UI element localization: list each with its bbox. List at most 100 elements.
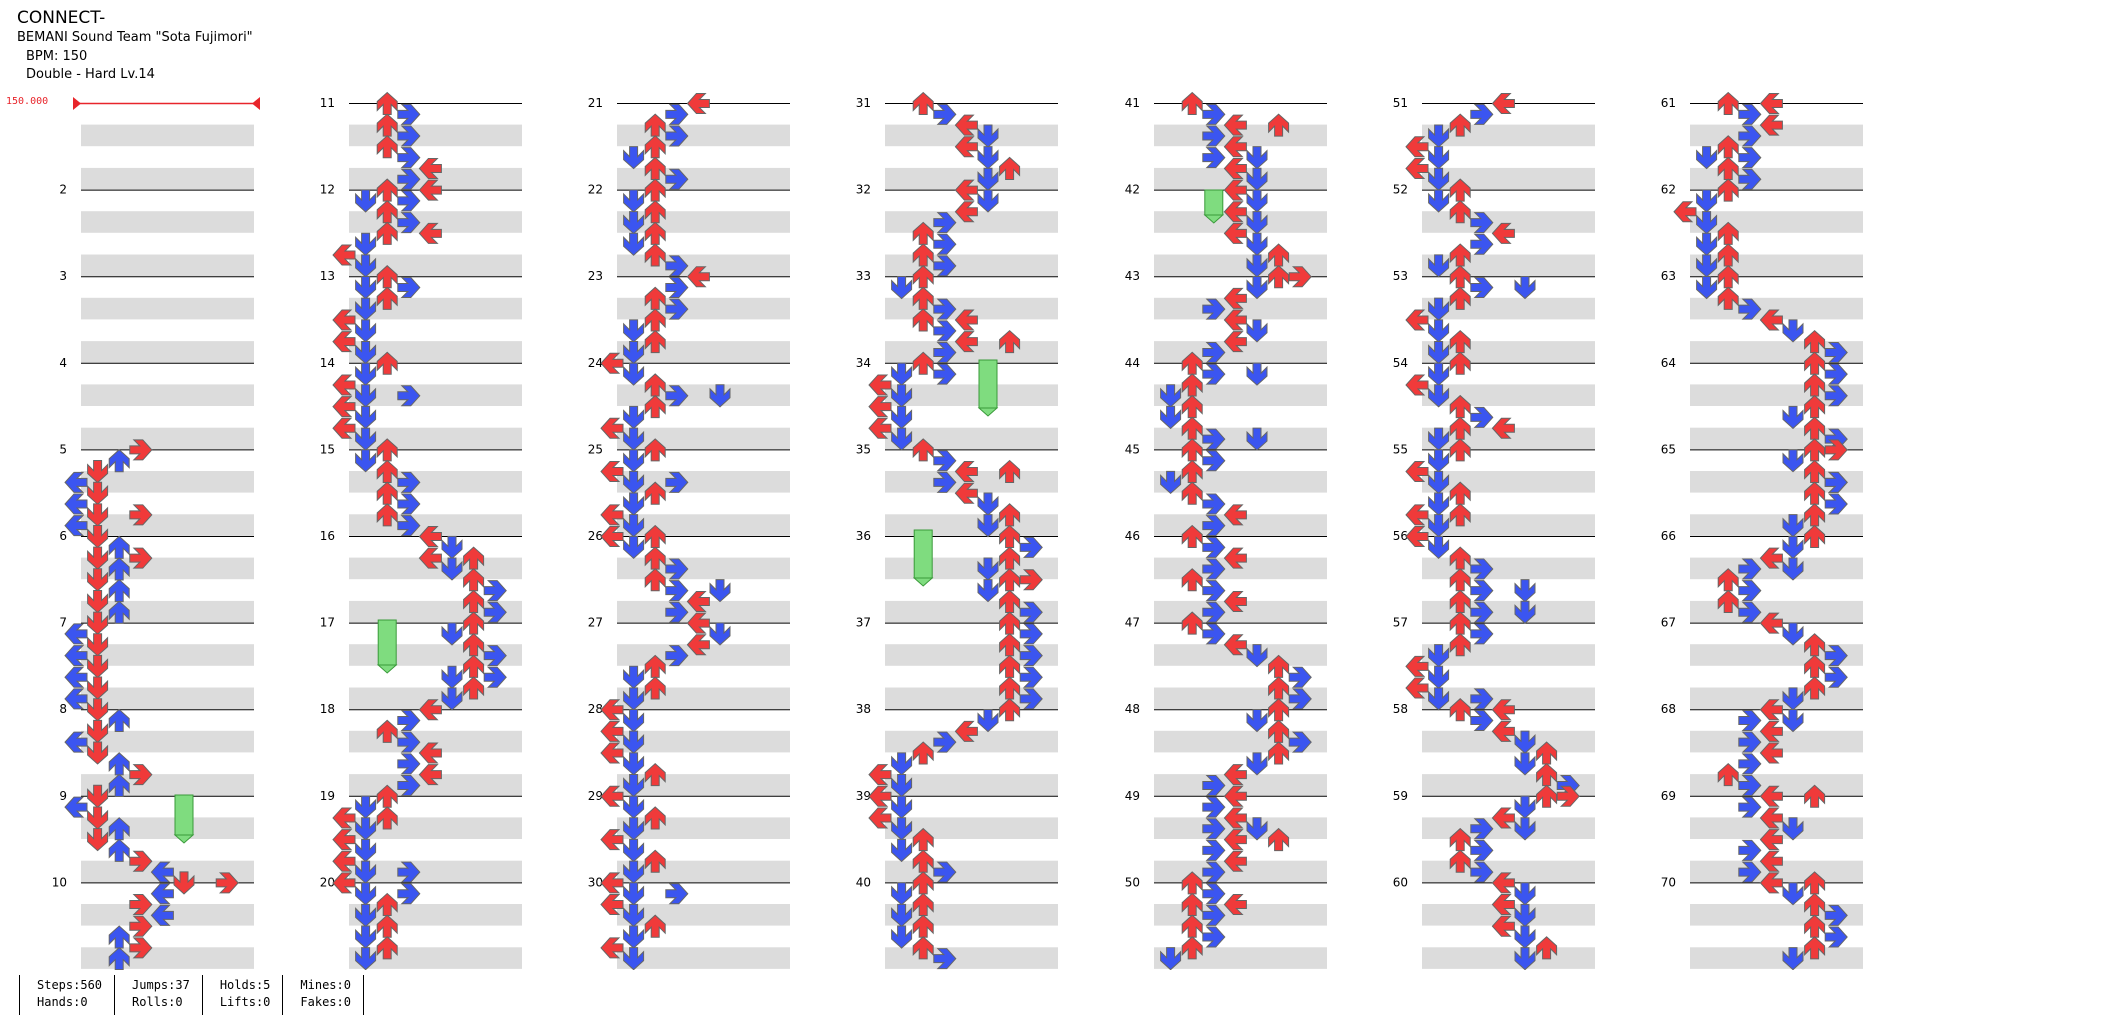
step-arrow [1804,654,1826,678]
stat-group-jumps: Jumps:37 Rolls:0 [114,975,202,1015]
step-arrow [1449,329,1471,354]
step-arrow [332,807,356,829]
measure-number: 44 [1125,356,1140,370]
measure-number: 55 [1393,442,1408,456]
step-arrow [397,212,421,234]
step-arrow [1268,243,1290,267]
beat-band [349,514,522,536]
step-arrow [1202,839,1226,861]
step-arrow [87,460,109,484]
beat-band [1422,557,1595,580]
step-arrow [64,688,88,710]
step-arrow [999,329,1021,354]
step-arrow [665,385,689,407]
measure-number: 14 [320,356,335,370]
measure-number: 24 [588,356,603,370]
step-arrow [1782,817,1804,841]
step-arrow [933,363,957,385]
measure-number: 61 [1661,96,1676,110]
step-arrow [376,91,398,115]
step-arrow [1202,883,1226,905]
step-arrow [376,459,398,484]
step-arrow [1738,125,1762,147]
step-arrow [623,882,645,906]
step-arrow [933,731,957,753]
step-arrow [1782,319,1804,343]
step-arrow [215,872,239,894]
beat-band [1690,167,1863,190]
step-arrow [1160,947,1182,970]
step-arrow [954,179,978,201]
step-arrow [332,417,356,439]
step-arrow [1202,774,1226,796]
step-arrow [623,449,645,473]
step-arrow [623,752,645,776]
step-arrow [868,396,892,418]
step-arrow [1804,914,1826,938]
step-arrow [912,741,934,765]
step-arrow [1449,438,1471,462]
step-arrow [173,871,195,895]
step-arrow [87,719,109,744]
step-arrow [933,450,957,472]
step-arrow [355,297,377,321]
step-arrow [397,103,421,125]
step-arrow [1804,503,1826,527]
step-arrow [977,146,999,170]
step-arrow [1246,167,1268,191]
step-arrow [150,883,174,905]
step-arrow [665,558,689,580]
step-arrow [129,504,153,526]
step-arrow [954,331,978,353]
step-arrow [1428,297,1450,321]
step-arrow [600,937,624,959]
step-arrow [1824,904,1848,926]
step-arrow [1019,623,1043,645]
step-arrow [1223,136,1247,158]
step-arrow [644,243,666,267]
step-arrow [87,546,109,570]
step-arrow [891,362,913,386]
step-arrow [933,471,957,493]
step-arrow [1246,427,1268,451]
step-arrow [1268,265,1290,289]
step-arrow [463,676,485,700]
step-arrow [1717,91,1739,115]
step-arrow [686,93,710,114]
step-arrow [933,298,957,320]
step-arrow [397,168,421,190]
step-arrow [999,459,1021,484]
step-arrow [1223,807,1247,829]
step-arrow [1514,903,1536,928]
step-arrow [999,156,1021,180]
stat-group-mines: Mines:0 Fakes:0 [282,975,364,1015]
step-arrow [1449,611,1471,635]
step-arrow [1428,189,1450,213]
measure-number: 41 [1125,96,1140,110]
step-arrow [463,589,485,613]
step-arrow [150,861,174,883]
step-arrow [1759,547,1783,569]
step-arrow [665,471,689,493]
beat-band [885,514,1058,536]
step-arrow [332,309,356,331]
measure-number: 47 [1125,616,1140,630]
step-arrow [1428,514,1450,538]
step-arrow [376,719,398,743]
step-arrow [1019,536,1043,558]
step-arrow [1223,157,1247,179]
step-arrow [1449,481,1471,505]
step-arrow [1405,504,1429,526]
stat-rolls: Rolls:0 [132,995,183,1009]
step-arrow [1181,936,1203,960]
step-arrow [1782,947,1804,970]
step-arrow [1246,276,1268,300]
step-arrow [463,546,485,570]
step-arrow [376,936,398,960]
step-arrow [1470,233,1494,255]
stat-jumps: Jumps:37 [132,978,190,992]
hold-bar [1204,189,1224,216]
step-arrow [665,125,689,147]
step-arrow [1428,687,1450,711]
step-arrow [397,731,421,753]
